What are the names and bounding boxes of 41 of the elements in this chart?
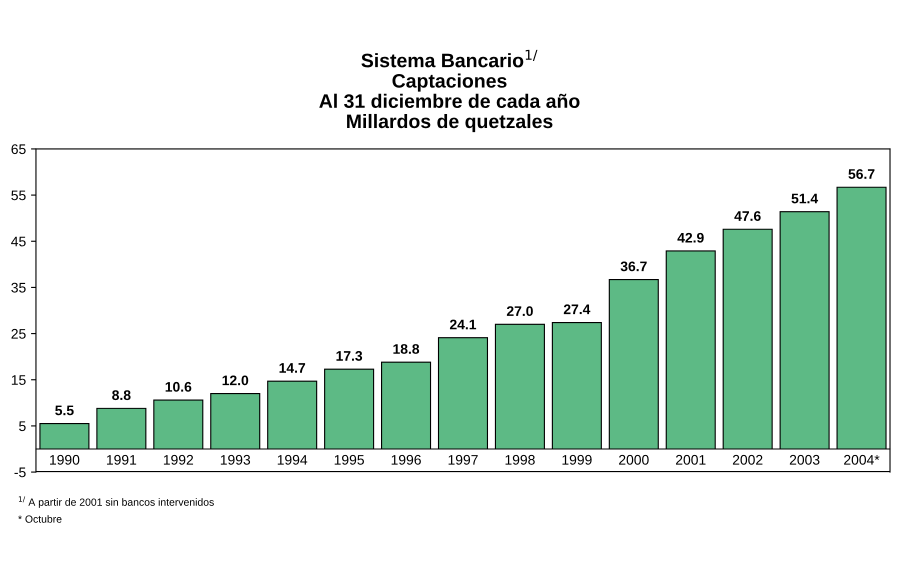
x-tick-label: 1994 <box>278 454 308 465</box>
data-label: 42.9 <box>677 232 704 243</box>
y-tick-label: 15 <box>12 375 26 385</box>
y-tick-label: 45 <box>11 236 26 246</box>
y-tick-label: 25 <box>11 328 26 339</box>
text: * Octubre <box>18 515 62 523</box>
x-tick-label: 2001 <box>676 454 706 465</box>
x-tick-label: 2004* <box>844 454 880 465</box>
x-tick-label: 1998 <box>506 454 535 465</box>
x-tick-label: 2000 <box>619 454 649 465</box>
chart-title: Sistema Bancario$^{1/}$ Captaciones Al 31 diciembre de cada año Millardos de quetzales <box>319 50 580 132</box>
x-tick-label: 2002 <box>732 454 762 465</box>
x-tick-label: 1999 <box>562 454 592 465</box>
data-label: 17.3 <box>336 351 362 361</box>
data-label: 24.1 <box>450 320 476 330</box>
text: $^{1/}$ A partir de 2001 sin bancos intervenidos <box>18 496 214 508</box>
y-tick-label: -5 <box>14 468 26 478</box>
x-tick-label: 1995 <box>334 454 364 465</box>
x-tick-label: 1992 <box>164 454 194 465</box>
y-tick-label: 5 <box>19 421 26 432</box>
data-label: 10.6 <box>166 382 192 392</box>
y-tick-label: 55 <box>11 190 26 200</box>
data-label: 12.0 <box>222 375 248 386</box>
data-label: 27.0 <box>506 306 533 316</box>
data-label: 14.7 <box>280 363 306 373</box>
x-tick-label: 1997 <box>448 454 478 465</box>
data-label: 47.6 <box>734 211 761 221</box>
data-label: 51.4 <box>792 194 818 204</box>
data-label: 27.4 <box>564 304 590 314</box>
x-tick-label: 2003 <box>790 454 820 465</box>
y-tick-label: 35 <box>11 282 26 293</box>
data-label: 56.7 <box>848 169 874 179</box>
x-tick-label: 1991 <box>106 454 136 465</box>
data-label: 8.8 <box>112 390 131 400</box>
data-label: 36.7 <box>620 261 647 272</box>
data-label: 18.8 <box>393 344 420 354</box>
x-tick-label: 1993 <box>220 454 250 465</box>
y-tick-label: 65 <box>11 144 26 154</box>
x-tick-label: 1996 <box>392 454 421 465</box>
x-tick-label: 1990 <box>50 454 80 465</box>
data-label: 5.5 <box>55 406 74 416</box>
